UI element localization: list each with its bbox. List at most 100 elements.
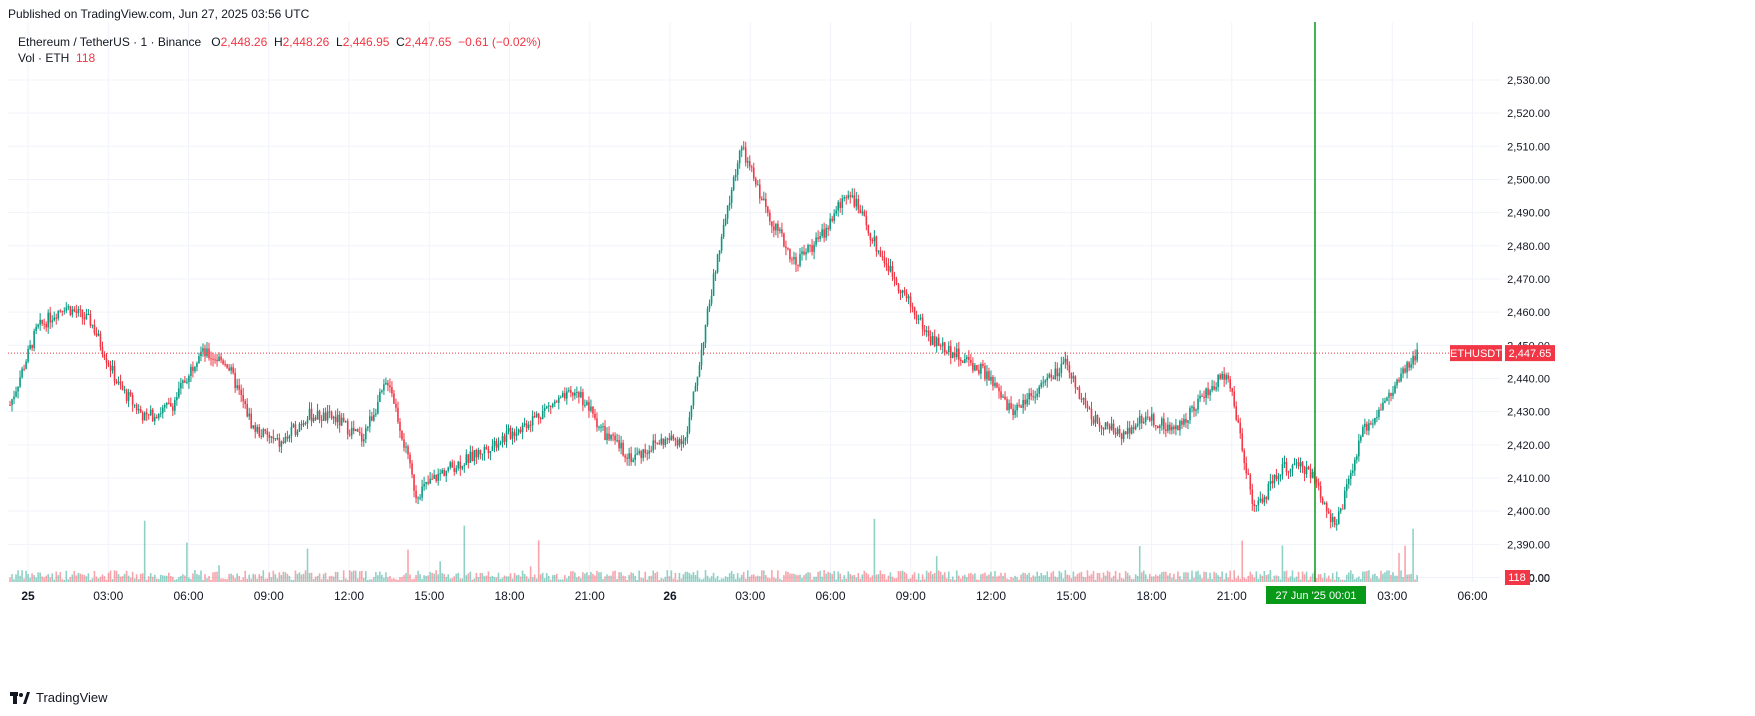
volume-bar [765,575,767,582]
candle-body [1185,418,1187,423]
candle-body [893,277,896,280]
candle-body [1233,391,1236,407]
volume-bar [252,573,255,582]
volume-bar [555,573,558,582]
candle-body [986,371,988,380]
candle-body [787,248,789,250]
volume-bar [857,573,860,582]
volume-bar [1239,578,1242,582]
time-tick-label: 21:00 [575,589,605,603]
volume-bar [87,573,90,582]
volume-bar [531,577,534,582]
volume-bar [974,573,976,582]
volume-bar [968,573,970,582]
candle-body [519,429,522,432]
volume-bar [813,576,815,582]
candle-body [660,438,663,444]
candle-body [1259,498,1262,501]
candle-body [1066,358,1069,366]
volume-bar [541,572,544,582]
volume-bar [566,578,568,582]
candle-body [763,198,765,201]
legend-vol-label[interactable]: Vol · ETH [18,51,70,65]
candle-body [1356,456,1358,460]
candle-body [698,365,701,377]
volume-bar [718,579,721,582]
candle-body [421,486,423,498]
candle-body [1343,490,1346,509]
volume-bar [519,576,522,582]
candle-body [1203,396,1205,399]
candle-body [911,306,914,308]
volume-bar [272,570,275,582]
candle-body [129,392,132,396]
candle-body [1394,385,1396,393]
candle-body [793,257,795,260]
chart-area[interactable]: 2,530.00 2,520.00 2,510.00 2,500.00 2,490.00… [0,22,1755,642]
volume-bar [1245,578,1248,582]
candle-body [318,410,321,420]
candle-body [945,352,948,354]
volume-bar [155,578,158,582]
candle-body [610,434,612,440]
volume-bar [958,575,960,582]
volume-bar [1384,572,1386,582]
volume-bar [198,575,200,582]
legend-pair[interactable]: Ethereum / TetherUS · 1 · Binance [18,35,202,49]
candle-body [397,407,399,422]
volume-bar [1325,578,1328,582]
candle-body [153,416,156,422]
candle-body [131,395,134,405]
candle-body [632,459,634,463]
price-chart[interactable]: 2,530.00 2,520.00 2,510.00 2,500.00 2,490.00… [0,22,1755,642]
volume-bar [736,573,739,582]
candle-body [1249,474,1252,490]
candle-body [184,380,186,383]
candle-body [31,344,33,349]
candle-body [467,454,470,463]
candle-body [744,147,747,163]
volume-bar [537,540,540,582]
candle-body [980,364,982,374]
volume-bar [978,579,980,582]
volume-bar [618,572,620,582]
candle-body [968,357,970,360]
volume-bar [545,573,548,582]
volume-bar [21,570,23,582]
candle-body [310,408,313,422]
volume-bar [1177,571,1179,582]
legend-volume-row: Vol · ETH 118 [18,50,541,66]
volume-bar [165,575,168,582]
volume-bar [33,575,35,582]
volume-bar [342,570,345,582]
candle-body [1126,427,1129,435]
volume-bar [270,577,273,582]
candle-body [1171,426,1173,431]
candle-body [1414,355,1416,361]
candle-body [1014,410,1016,416]
candle-body [1132,427,1135,430]
volume-bar [45,575,47,582]
volume-bar [821,576,823,582]
candle-body [479,449,482,455]
volume-bar [81,574,84,582]
candle-body [371,416,373,421]
volume-bar [1398,553,1400,582]
candle-body [222,360,224,364]
candle-body [797,264,799,266]
candle-body [212,358,214,360]
volume-bar [1223,579,1225,582]
candle-body [127,392,130,401]
volume-bar [1372,574,1374,582]
candle-body [644,449,647,453]
volume-bar [220,578,222,582]
volume-bar [459,578,462,582]
candle-body [1382,402,1384,410]
volume-bar [1030,577,1032,582]
candle-body [111,365,114,371]
candle-body [811,245,813,252]
volume-bar [547,575,550,582]
time-tick-label: 18:00 [1136,589,1166,603]
volume-bar [1237,575,1240,582]
volume-bar [1187,572,1189,582]
